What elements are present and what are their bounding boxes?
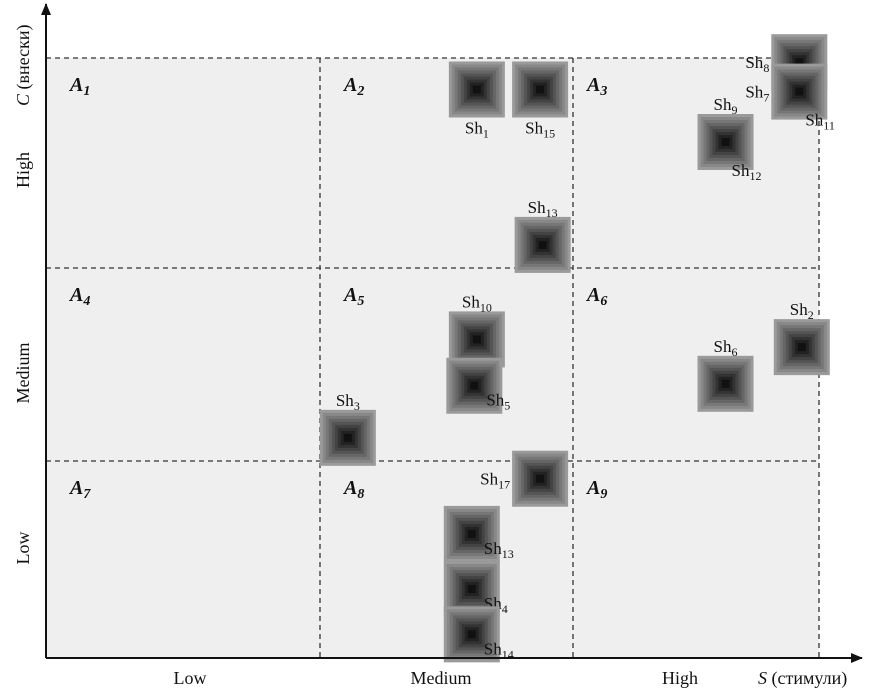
data-point-marker xyxy=(319,409,376,466)
data-point-marker xyxy=(443,606,500,663)
data-point-marker xyxy=(512,61,569,118)
y-tick-label: Medium xyxy=(13,343,33,404)
cell-label: A8 xyxy=(342,477,364,502)
data-point-label: Sh1 xyxy=(465,119,489,141)
x-axis-label-var: S xyxy=(758,668,767,688)
data-point-label: Sh13 xyxy=(528,198,558,220)
cell-label: A4 xyxy=(68,284,90,309)
y-axis-label-var: C xyxy=(13,93,33,106)
x-axis-label: S (стимули) xyxy=(758,668,847,689)
data-point-marker xyxy=(514,216,571,273)
cell-labels: A1 A2 A3 A4 A5 A6 A7 A8 A9 xyxy=(68,74,607,502)
y-axis-label-rest: (внески) xyxy=(13,25,34,94)
data-point-marker xyxy=(446,357,503,414)
y-axis-label: C (внески) xyxy=(13,25,34,106)
cell-label: A1 xyxy=(68,74,90,99)
data-point-marker xyxy=(771,63,828,120)
data-point-label: Sh8 xyxy=(745,53,769,75)
cell-label: A9 xyxy=(585,477,607,502)
x-axis-label-rest: (стимули) xyxy=(767,668,847,689)
tick-labels: Low Medium High Low Medium High xyxy=(13,152,698,688)
data-point-label: Sh11 xyxy=(805,111,835,133)
plot-area xyxy=(46,58,819,658)
cell-label: A7 xyxy=(68,477,91,502)
data-point-label: Sh9 xyxy=(714,95,738,117)
cell-label: A3 xyxy=(585,74,607,99)
cell-label: A6 xyxy=(585,284,607,309)
data-point-label: Sh2 xyxy=(790,300,814,322)
data-point-marker xyxy=(773,319,830,376)
data-point-label: Sh15 xyxy=(525,119,555,141)
cell-label: A5 xyxy=(342,284,364,309)
data-point-label: Sh12 xyxy=(732,161,762,183)
x-tick-label: Low xyxy=(174,668,207,688)
data-point-label: Sh6 xyxy=(714,337,738,359)
data-points: Sh1 Sh15 Sh8 Sh7 Sh11 Sh9 Sh12 Sh13 Sh10 Sh2 Sh6 Sh… xyxy=(319,34,835,663)
y-tick-label: High xyxy=(13,152,33,188)
data-point-label: Sh13 xyxy=(484,539,514,561)
data-point-label: Sh17 xyxy=(480,470,510,492)
data-point-marker xyxy=(697,355,754,412)
data-point-label: Sh3 xyxy=(336,391,360,413)
data-point-marker xyxy=(697,114,754,170)
data-point-label: Sh5 xyxy=(486,391,510,413)
data-point-marker xyxy=(443,561,500,618)
data-point-label: Sh10 xyxy=(462,292,492,314)
data-point-marker xyxy=(443,505,500,562)
x-tick-label: Medium xyxy=(411,668,472,688)
data-point-label: Sh7 xyxy=(745,83,769,105)
data-point-marker xyxy=(448,61,505,118)
cell-label: A2 xyxy=(342,74,364,99)
x-tick-label: High xyxy=(662,668,698,688)
data-point-marker xyxy=(512,450,569,507)
y-tick-label: Low xyxy=(13,532,33,565)
